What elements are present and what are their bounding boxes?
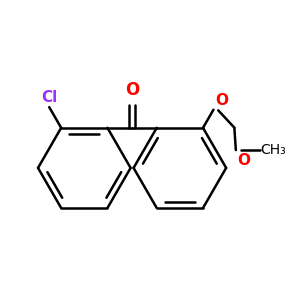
Text: Cl: Cl bbox=[41, 90, 57, 105]
Text: CH₃: CH₃ bbox=[261, 143, 286, 157]
Text: O: O bbox=[215, 93, 228, 108]
Text: O: O bbox=[125, 82, 139, 100]
Text: O: O bbox=[237, 153, 250, 168]
